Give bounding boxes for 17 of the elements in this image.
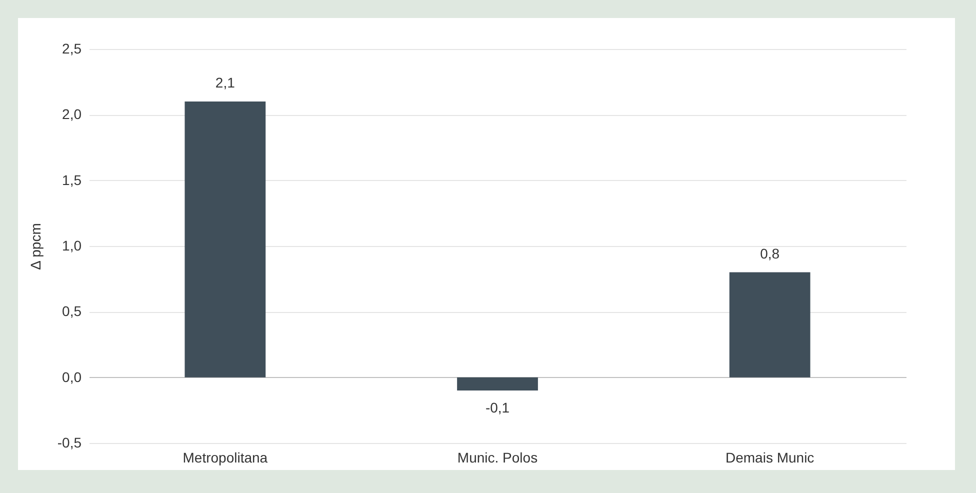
y-tick-label: 2,0: [62, 106, 82, 122]
data-label: 2,1: [215, 74, 236, 91]
x-tick-label: Demais Munic: [725, 450, 814, 466]
y-tick-label: 2,5: [62, 40, 82, 56]
y-tick-label: -0,5: [57, 434, 82, 450]
x-tick-label: Metropolitana: [182, 450, 268, 466]
y-tick-label: 1,5: [62, 172, 82, 188]
y-axis-title: Δ ppcm: [27, 223, 44, 270]
x-tick-label: Munic. Polos: [457, 450, 538, 466]
bar: [457, 377, 538, 390]
bar: [184, 102, 266, 378]
y-tick-label: 1,0: [62, 238, 82, 254]
data-label: 0,8: [760, 245, 780, 262]
y-tick-label: 0,0: [62, 368, 82, 385]
bar: [729, 272, 810, 378]
y-tick-label: 0,5: [62, 303, 82, 320]
data-label: -0,1: [485, 399, 510, 416]
